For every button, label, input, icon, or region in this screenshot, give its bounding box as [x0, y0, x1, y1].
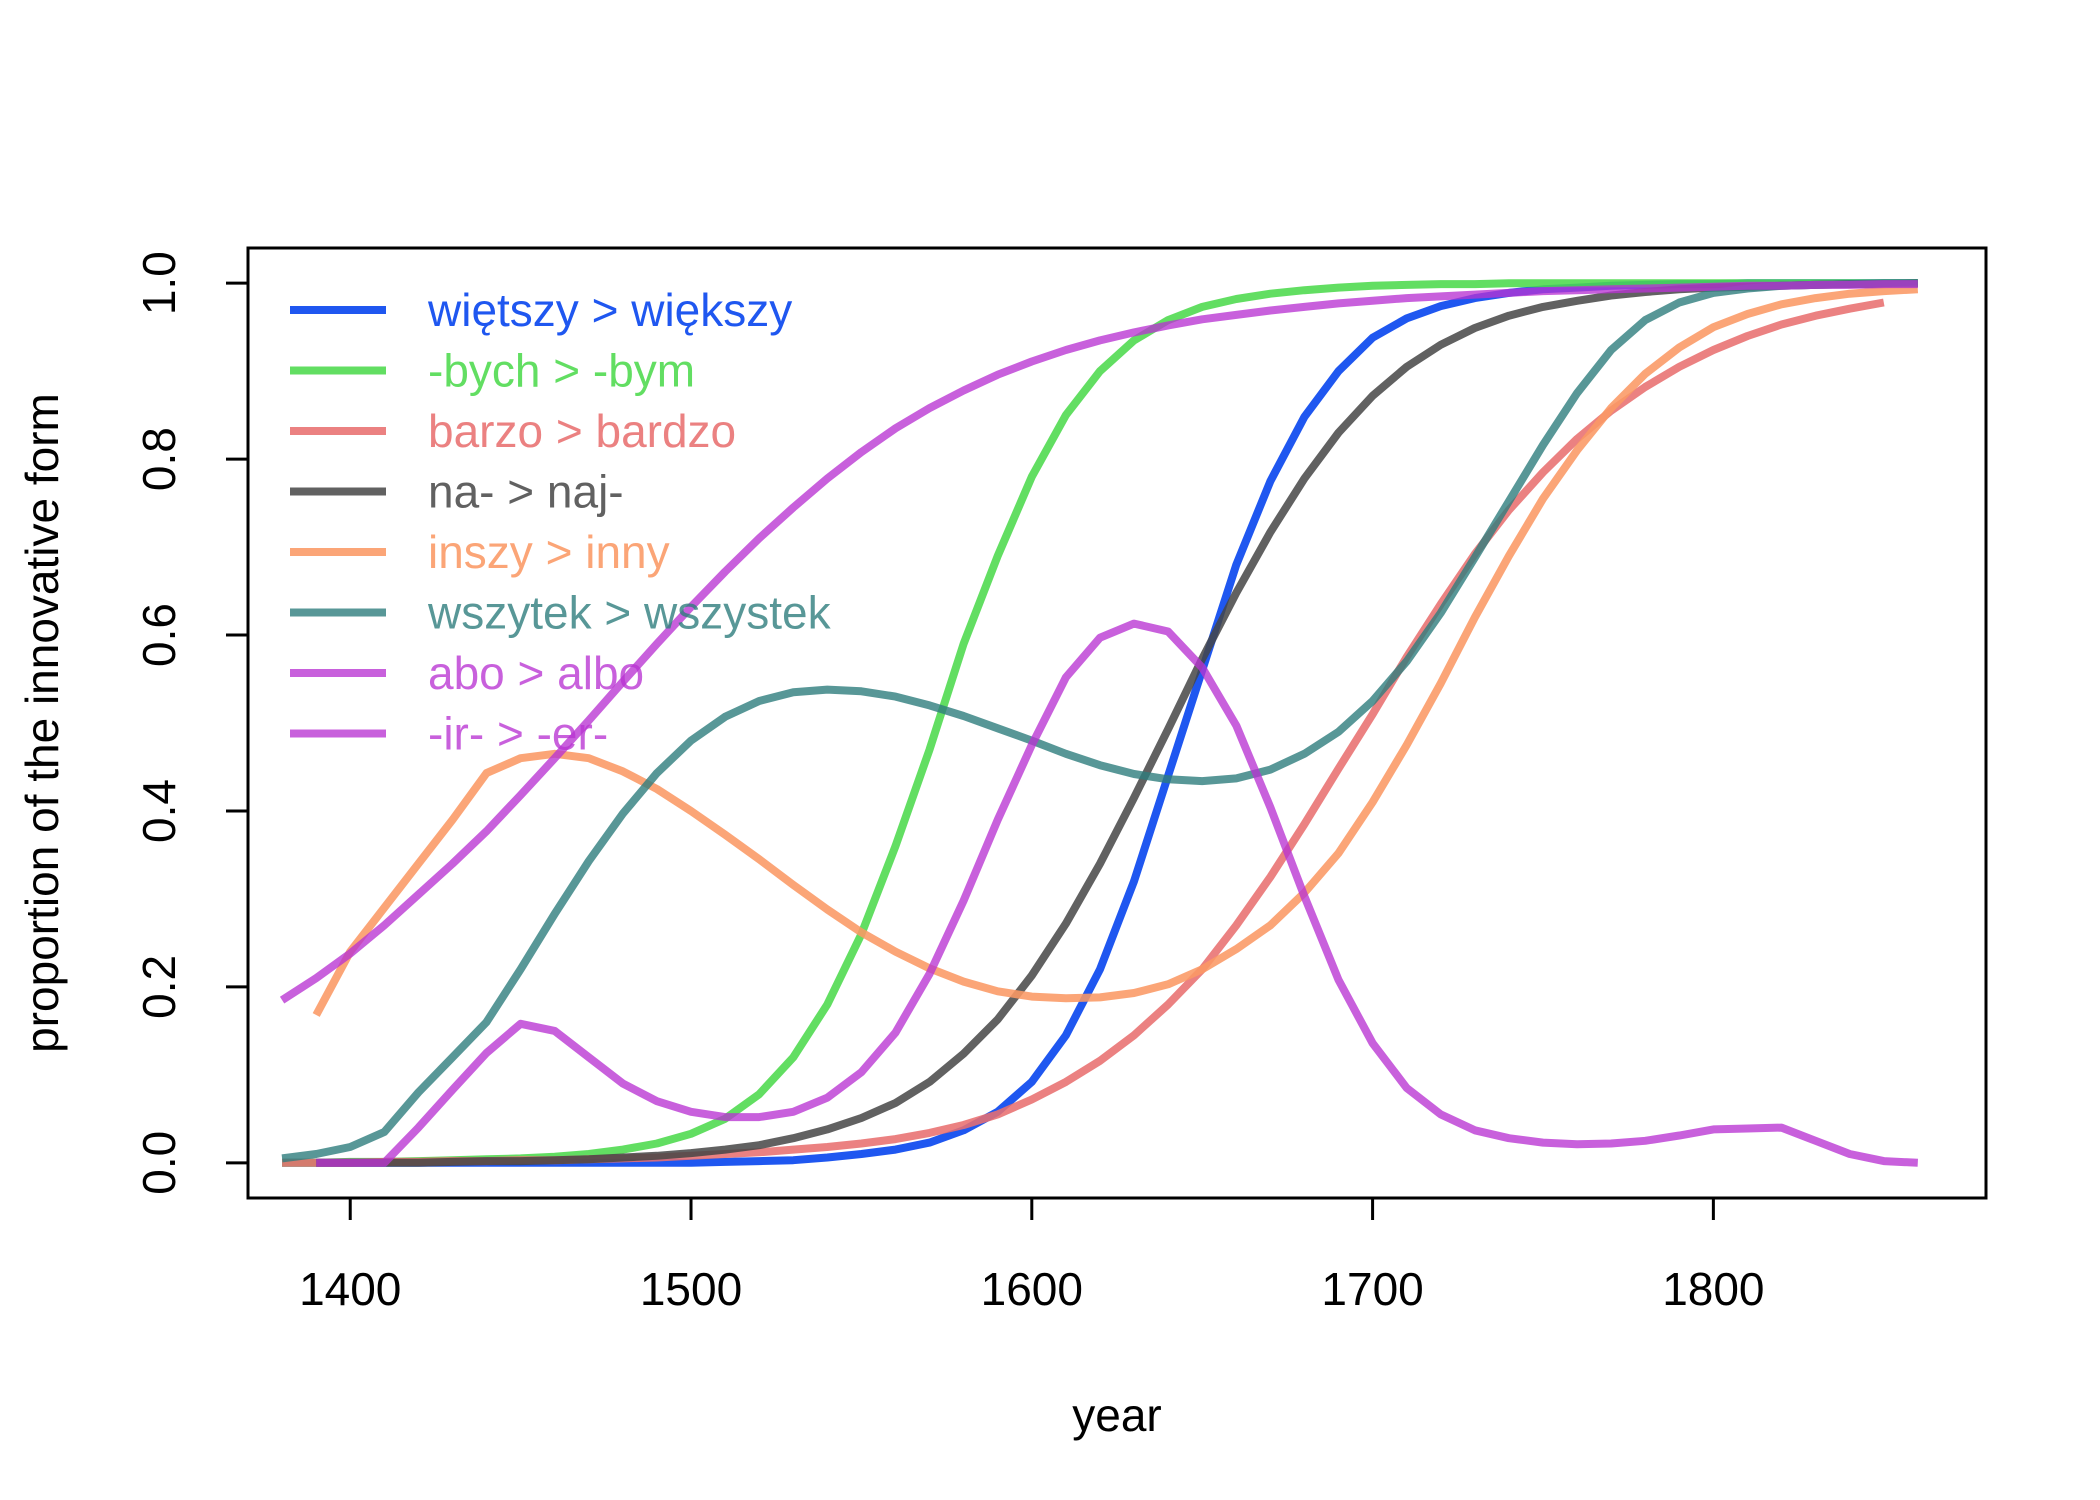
legend-item-3: barzo > bardzo [290, 405, 736, 457]
y-axis: 0.0 0.2 0.4 0.6 0.8 1.0 [133, 251, 250, 1195]
legend-item-5: inszy > inny [290, 526, 670, 578]
x-tick-label: 1500 [640, 1263, 742, 1315]
legend-label: -bych > -bym [428, 345, 695, 397]
legend-label: na- > naj- [428, 466, 624, 518]
y-tick-label: 0.0 [133, 1131, 185, 1195]
x-axis: 1400 1500 1600 1700 1800 [299, 1196, 1765, 1315]
y-axis-label: proportion of the innovative form [16, 393, 68, 1053]
legend: więtszy > większy -bych > -bym barzo > bar… [290, 284, 832, 760]
legend-item-1: więtszy > większy [290, 284, 792, 336]
series-layer [279, 279, 1919, 1167]
x-tick-label: 1600 [981, 1263, 1083, 1315]
series-line-7 [316, 619, 1918, 1167]
y-tick-label: 0.4 [133, 779, 185, 843]
x-tick-label: 1800 [1662, 1263, 1764, 1315]
legend-item-6: wszytek > wszystek [290, 587, 832, 639]
x-tick-label: 1700 [1321, 1263, 1423, 1315]
series-line-6 [281, 279, 1918, 1163]
x-tick-label: 1400 [299, 1263, 401, 1315]
legend-item-2: -bych > -bym [290, 345, 695, 397]
y-tick-label: 0.6 [133, 603, 185, 667]
y-tick-label: 0.8 [133, 427, 185, 491]
series-line-5 [312, 285, 1919, 1017]
legend-label: -ir- > -er- [428, 708, 608, 760]
legend-item-4: na- > naj- [290, 466, 624, 518]
series-line-8 [279, 280, 1918, 1004]
y-tick-label: 0.2 [133, 955, 185, 1019]
legend-label: abo > albo [428, 647, 644, 699]
legend-label: inszy > inny [428, 526, 670, 578]
legend-item-8: -ir- > -er- [290, 708, 608, 760]
legend-label: więtszy > większy [427, 284, 792, 336]
x-axis-label: year [1072, 1389, 1161, 1441]
legend-item-7: abo > albo [290, 647, 644, 699]
legend-label: barzo > bardzo [428, 405, 736, 457]
y-tick-label: 1.0 [133, 251, 185, 315]
legend-label: wszytek > wszystek [427, 587, 832, 639]
